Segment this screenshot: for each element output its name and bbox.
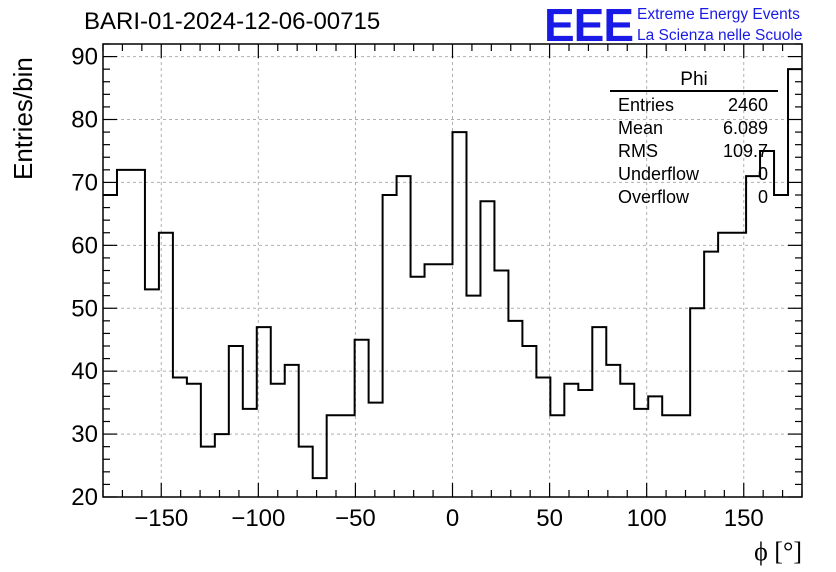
stats-value: 2460	[727, 95, 768, 115]
logo-caption: Extreme Energy Events La Scienza nelle S…	[637, 4, 802, 46]
y-tick-label: 30	[71, 421, 98, 448]
stats-key: RMS	[618, 141, 658, 161]
histogram-line	[103, 68, 802, 480]
y-tick-label: 80	[71, 107, 98, 134]
stats-value: 6.089	[722, 118, 768, 138]
stats-row: Mean 6.089	[610, 117, 780, 140]
stats-value: 109.7	[722, 141, 768, 161]
y-tick-label: 70	[71, 169, 98, 196]
stats-value: 0	[757, 187, 768, 207]
stats-key: Entries	[618, 95, 675, 115]
stats-key: Overflow	[618, 187, 690, 207]
y-tick-label: 20	[71, 484, 98, 511]
x-tick-label: 150	[724, 505, 764, 532]
stats-box: Phi Entries 2460 Mean 6.089 RMS 109.7 Underflo…	[610, 70, 780, 209]
x-axis-label: ϕ [°]	[754, 537, 802, 566]
y-tick-label: 50	[71, 295, 98, 322]
stats-value: 0	[757, 164, 768, 184]
x-tick-label: 100	[627, 505, 667, 532]
y-axis-label: Entries/bin	[8, 57, 38, 180]
stats-row: RMS 109.7	[610, 140, 780, 163]
axes	[102, 43, 803, 498]
x-tick-label: 50	[536, 505, 563, 532]
stats-row: Entries 2460	[610, 94, 780, 117]
stats-key: Mean	[618, 118, 664, 138]
stats-row: Overflow 0	[610, 186, 780, 209]
x-tick-label: −50	[335, 505, 376, 532]
y-tick-label: 90	[71, 44, 98, 71]
stats-divider	[610, 90, 778, 92]
chart-title: BARI-01-2024-12-06-00715	[84, 8, 381, 35]
logo-line-2: La Scienza nelle Scuole	[637, 27, 803, 44]
x-tick-label: 0	[446, 505, 459, 532]
x-tick-label: −100	[231, 505, 285, 532]
y-tick-label: 60	[71, 232, 98, 259]
stats-title: Phi	[680, 69, 708, 90]
axis-labels: −150 −100 −50 0 50 100 150 20 30 40 50 60 70 80 90 ϕ [°…	[8, 44, 802, 566]
logo-line-1: Extreme Energy Events	[637, 6, 800, 23]
eee-logo: EEE	[544, 0, 634, 51]
x-tick-label: −150	[134, 505, 188, 532]
stats-key: Underflow	[618, 164, 700, 184]
y-tick-label: 40	[71, 358, 98, 385]
stats-row: Underflow 0	[610, 163, 780, 186]
